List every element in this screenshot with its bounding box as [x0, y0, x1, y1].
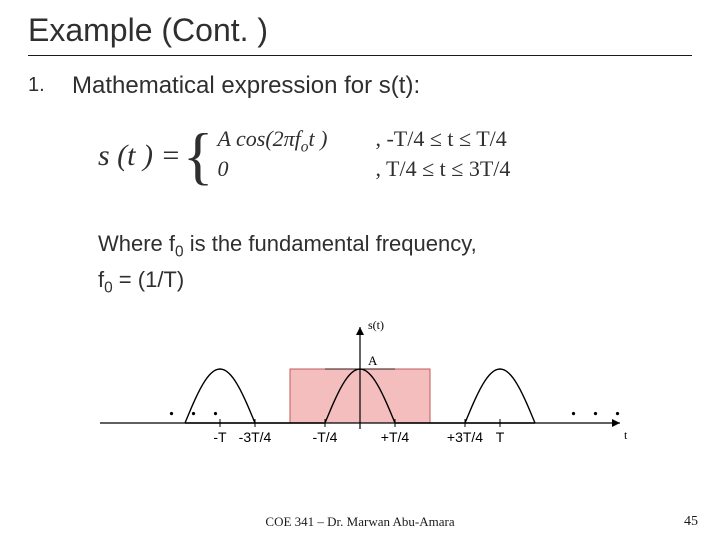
- equation-cases: A cos(2πfot ) , -T/4 ≤ t ≤ T/4 0 , T/4 ≤…: [217, 126, 510, 186]
- where-line1-a: Where f: [98, 231, 175, 256]
- equation-brace: {: [183, 130, 214, 182]
- svg-text:s(t): s(t): [368, 318, 384, 332]
- ellipsis-left: . . .: [168, 391, 223, 423]
- where-line2-sub: 0: [104, 280, 113, 297]
- equation-case2-cond: , T/4 ≤ t ≤ 3T/4: [375, 156, 510, 182]
- slide-title: Example (Cont. ): [28, 12, 692, 49]
- x-tick-label: -3T/4: [239, 429, 272, 445]
- title-underline: [28, 55, 692, 56]
- x-tick-label: -T: [213, 429, 226, 445]
- where-line2-b: = (1/T): [113, 267, 185, 292]
- equation-lhs: s (t ) =: [98, 139, 181, 173]
- eq-case1-sub: o: [301, 138, 309, 155]
- where-text: Where f0 is the fundamental frequency, f…: [98, 230, 692, 303]
- x-tick-label: +T/4: [381, 429, 409, 445]
- equation-case-1: A cos(2πfot ) , -T/4 ≤ t ≤ T/4: [217, 126, 510, 156]
- equation-case1-cond: , -T/4 ≤ t ≤ T/4: [375, 126, 506, 152]
- slide: Example (Cont. ) 1. Mathematical express…: [0, 0, 720, 540]
- x-tick-label: T: [496, 429, 505, 445]
- eq-case1-prefix: A cos(2π: [217, 126, 294, 151]
- x-tick-label: -T/4: [313, 429, 338, 445]
- list-item-1: 1. Mathematical expression for s(t):: [28, 72, 692, 100]
- x-tick-label: +3T/4: [447, 429, 483, 445]
- equation: s (t ) = { A cos(2πfot ) , -T/4 ≤ t ≤ T/…: [98, 126, 692, 186]
- body-text: Mathematical expression for s(t):: [72, 72, 420, 100]
- footer-text: COE 341 – Dr. Marwan Abu-Amara: [0, 514, 720, 530]
- eq-case1-suffix: t ): [309, 126, 328, 151]
- svg-text:A: A: [368, 353, 378, 368]
- where-line1-b: is the fundamental frequency,: [184, 231, 477, 256]
- equation-case2-expr: 0: [217, 156, 375, 182]
- x-tick-labels: -T -3T/4 -T/4 +T/4 +3T/4 T: [80, 429, 640, 449]
- page-number: 45: [684, 514, 698, 530]
- list-number: 1.: [28, 72, 72, 97]
- equation-case-2: 0 , T/4 ≤ t ≤ 3T/4: [217, 156, 510, 186]
- equation-case1-expr: A cos(2πfot ): [217, 126, 375, 156]
- where-line1-sub: 0: [175, 243, 184, 260]
- signal-diagram: As(t)t -T-3T/4-T/4+T/4+3T/4T . . . . . .: [80, 313, 640, 463]
- ellipsis-right: . . .: [570, 391, 625, 423]
